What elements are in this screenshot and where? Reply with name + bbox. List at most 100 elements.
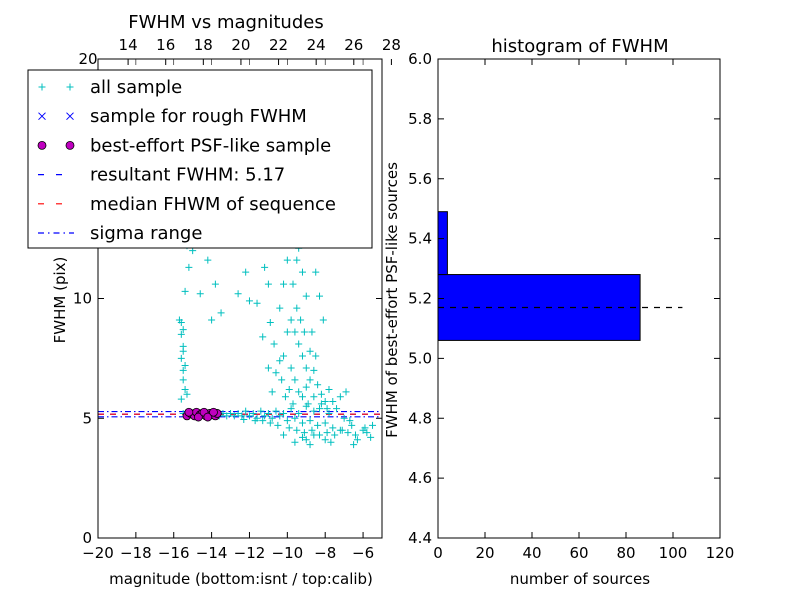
scatter-xtick-label: −14 [196,544,228,562]
histogram-panel: 0 20 40 60 80 100 120 4.4 4.6 4.8 5.0 5.2 5.4 5.6 5.8 6… [383,36,734,588]
top-axis-tick-label: 26 [344,36,363,54]
scatter-xtick-label: −8 [314,544,336,562]
histogram-ytick-label: 4.8 [408,409,432,427]
scatter-point [321,436,329,444]
histogram-xlabel: number of sources [510,570,650,588]
scatter-point [329,397,337,405]
scatter-point [304,400,312,408]
scatter-point [329,424,337,432]
scatter-point [257,407,265,415]
scatter-point [351,431,359,439]
scatter-point [261,412,269,420]
scatter-point [289,400,297,408]
scatter-point [331,431,339,439]
scatter-point [327,438,335,446]
top-axis-corner-label: 20 [78,50,97,68]
scatter-point [323,429,331,437]
scatter-point [338,426,346,434]
histogram-title: histogram of FWHM [491,36,668,57]
scatter-point [367,433,375,441]
scatter-ytick-label: 0 [82,529,92,547]
scatter-point [259,417,267,425]
scatter-point [272,407,280,415]
scatter-xlabel: magnitude (bottom:isnt / top:calib) [109,570,373,588]
scatter-point [283,256,291,264]
scatter-point [342,388,350,396]
scatter-point [312,268,320,276]
scatter-point [325,409,333,417]
scatter-point [298,393,306,401]
scatter-point [312,352,320,360]
scatter-point [302,436,310,444]
top-axis-tick-label: 18 [194,36,213,54]
histogram-ytick-label: 6.0 [408,50,432,68]
scatter-point [298,268,306,276]
histogram-xtick-label: 40 [522,544,541,562]
scatter-point [280,409,288,417]
histogram-plot-area: 0 20 40 60 80 100 120 4.4 4.6 4.8 5.0 5.2 5.4 5.6 5.8 6… [408,50,734,562]
scatter-point [204,256,212,264]
scatter-point [230,412,238,420]
scatter-point [319,316,327,324]
scatter-point [179,366,187,374]
scatter-point [242,407,250,415]
scatter-point [266,419,274,427]
scatter-point [308,426,316,434]
scatter-ytick-label: 5 [82,409,92,427]
scatter-point [306,441,314,449]
scatter-point [264,364,272,372]
scatter-point [325,386,333,394]
histogram-xtick-label: 100 [659,544,688,562]
legend-label: all sample [90,77,182,98]
scatter-point [264,280,272,288]
scatter-point [314,381,322,389]
scatter-point [253,299,261,307]
scatter-point [278,376,286,384]
histogram-xtick-label: 120 [706,544,735,562]
scatter-point [344,429,352,437]
scatter-point [353,436,361,444]
top-axis-tick-label: 22 [269,36,288,54]
histogram-ylabel: FWHM of best-effort PSF-like sources [383,162,401,438]
scatter-point [310,393,318,401]
scatter-point [268,414,276,422]
scatter-point [179,347,187,355]
scatter-point [295,409,303,417]
legend-marker-plus [66,83,74,91]
top-axis-tick-label: 20 [231,36,250,54]
scatter-point [295,388,303,396]
scatter-point [323,405,331,413]
scatter-point [293,304,301,312]
scatter-point [177,395,185,403]
scatter-point [283,328,291,336]
scatter-point [261,263,269,271]
scatter-point [310,431,318,439]
psf-sample-point [203,412,213,422]
scatter-point [302,364,310,372]
scatter-point [251,417,259,425]
scatter-point [348,421,356,429]
scatter-point [179,376,187,384]
legend-marker-x [66,112,74,121]
scatter-point [291,438,299,446]
scatter-point [308,328,316,336]
scatter-point [259,333,267,341]
histogram-ytick-label: 4.4 [408,529,432,547]
scatter-point [297,316,305,324]
scatter-point [264,409,272,417]
top-axis-tick-label: 28 [382,36,401,54]
psf-sample-point [209,407,218,417]
scatter-point [234,409,242,417]
scatter-point [217,309,225,317]
scatter-xtick-label: −20 [82,544,114,562]
histogram-xtick-label: 0 [433,544,443,562]
scatter-point [238,412,246,420]
scatter-point [291,376,299,384]
scatter-point [340,414,348,422]
scatter-point [316,292,324,300]
scatter-point [287,316,295,324]
scatter-point [289,280,297,288]
histogram-ytick-label: 4.6 [408,469,432,487]
scatter-point [285,424,293,432]
scatter-point [280,431,288,439]
